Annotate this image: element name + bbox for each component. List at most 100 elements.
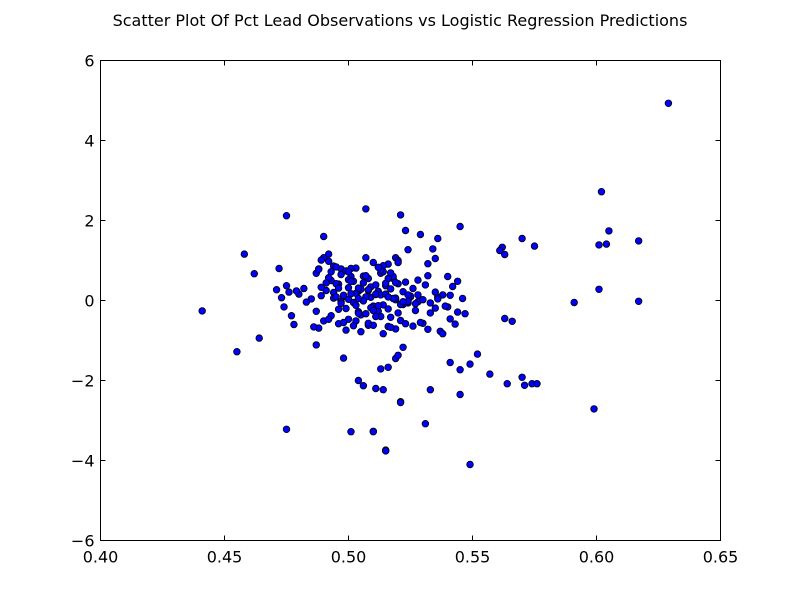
scatter-point [453,277,462,285]
scatter-point [362,310,370,318]
scatter-point [441,302,449,310]
scatter-point [386,313,395,321]
scatter-point [369,258,377,267]
scatter-point [349,322,358,330]
scatter-point [451,320,459,328]
scatter-point [453,308,462,316]
scatter-point [518,234,526,243]
scatter-point [290,320,298,329]
scatter-point [411,300,420,308]
scatter-point [250,270,258,278]
scatter-point [419,296,427,304]
scatter-point [570,298,578,307]
scatter-point [508,317,516,325]
scatter-point [396,211,405,219]
scatter-point [414,276,422,284]
scatter-point [409,322,417,330]
scatter-point [496,246,504,255]
scatter-point [416,318,425,327]
scatter-point [362,272,370,280]
scatter-point [501,250,509,259]
scatter-point [282,211,291,220]
scatter-point [386,323,395,331]
scatter-point [362,205,370,213]
scatter-point [424,260,432,268]
scatter-point [282,425,291,433]
x-tick-label: 0.55 [455,548,491,567]
scatter-point [411,306,420,315]
scatter-point [520,381,529,389]
scatter-point [590,405,598,413]
scatter-point [394,351,402,359]
scatter-point [287,312,296,320]
scatter-point [332,263,340,271]
scatter-point [379,330,387,338]
scatter-point [285,288,293,296]
scatter-point [372,384,380,393]
scatter-point [372,290,380,298]
scatter-point [456,390,464,399]
scatter-point [461,310,469,318]
scatter-point [401,278,410,286]
scatter-point [404,291,412,299]
scatter-point [503,380,511,388]
scatter-point [391,278,400,287]
y-tick-label: −2 [71,372,95,391]
scatter-point [369,428,377,436]
x-tick-label: 0.50 [331,548,367,567]
scatter-point [518,373,526,381]
scatter-point [382,447,390,455]
scatter-point [456,222,464,231]
scatter-point [533,380,541,388]
scatter-point [300,284,308,293]
scatter-point [424,325,432,333]
scatter-point [426,386,435,394]
scatter-point [337,270,345,279]
scatter-point [347,277,355,285]
scatter-point [317,256,325,264]
scatter-point [312,341,320,349]
scatter-point [473,350,482,358]
scatter-point [354,294,363,303]
scatter-point [344,295,353,303]
y-tick-label: 6 [84,52,94,71]
scatter-point [322,279,330,287]
scatter-point [233,348,241,356]
chart-title: Scatter Plot Of Pct Lead Observations vs… [113,11,688,30]
scatter-point [458,294,467,303]
scatter-point [597,187,606,196]
scatter-point [352,301,360,309]
scatter-point [359,382,368,390]
y-tick-label: −4 [71,452,95,471]
scatter-point [434,295,442,303]
scatter-point [344,268,353,276]
scatter-point [456,366,464,374]
scatter-point [315,265,323,273]
scatter-point [339,291,348,299]
x-tick-label: 0.45 [207,548,243,567]
scatter-point [354,376,363,385]
scatter-point [439,330,447,338]
scatter-point [324,315,333,323]
scatter-point [324,250,333,258]
scatter-point [354,284,363,292]
scatter-point [384,274,392,283]
scatter-point [362,254,370,262]
scatter-point [354,309,363,317]
scatter-point [312,307,320,315]
scatter-point [530,242,539,250]
x-tick-label: 0.65 [703,548,739,567]
scatter-point [409,284,417,293]
scatter-point [448,282,457,291]
scatter-point [374,263,382,271]
scatter-point [377,365,385,373]
scatter-point [342,304,350,313]
scatter-point [372,281,380,289]
scatter-point [339,318,348,327]
scatter-point [401,226,410,235]
scatter-point [332,293,340,301]
scatter-point [399,298,407,306]
axis-ticks: 0.40 0.45 0.50 0.55 0.60 0.65 6 4 2 0 −2 −4 −6 [71,52,738,567]
scatter-point [466,460,474,469]
